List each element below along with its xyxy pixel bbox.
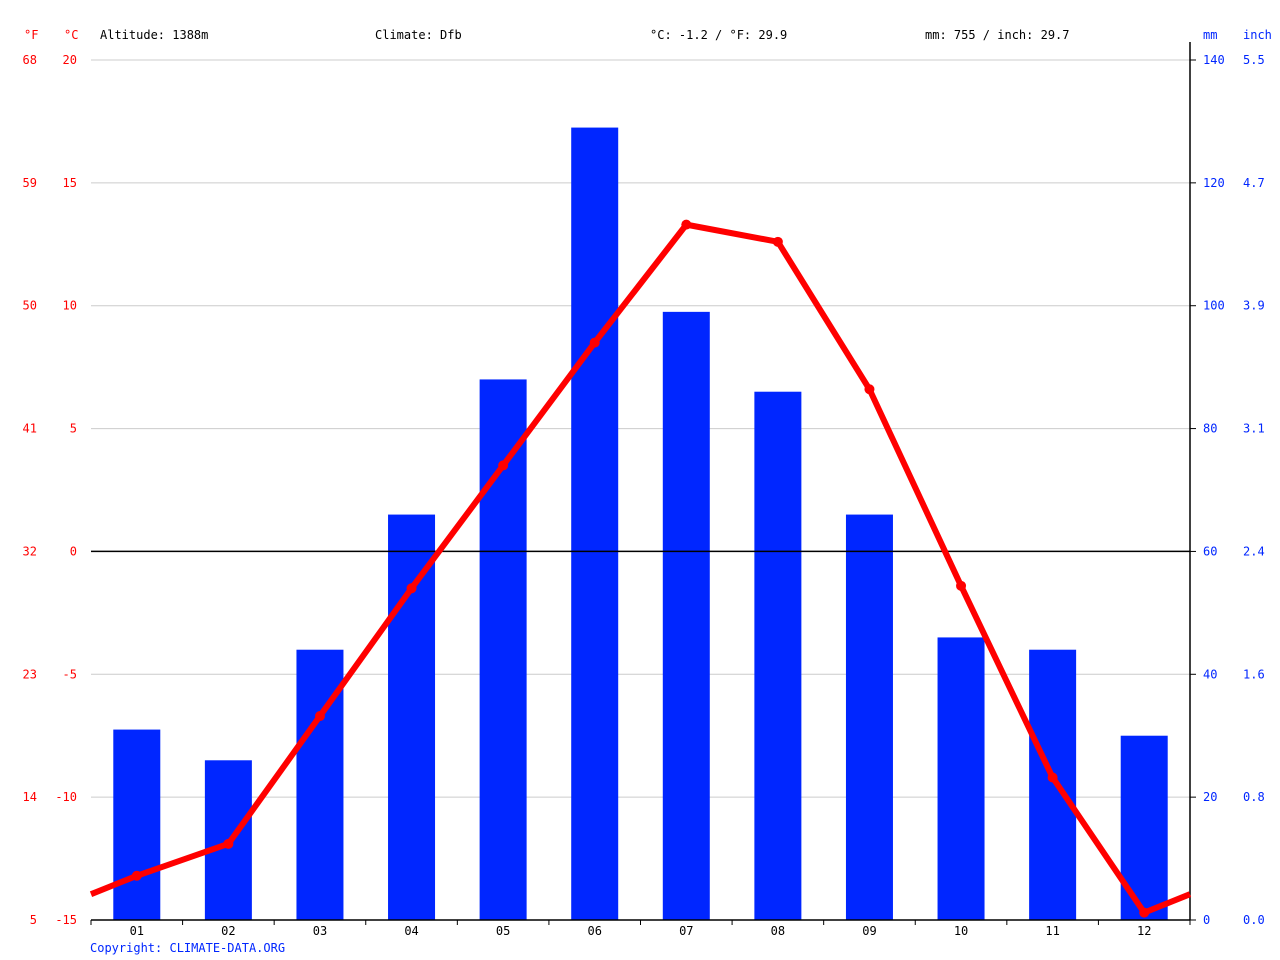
precipitation-bar [754,391,802,920]
temperature-point [772,236,783,247]
fahrenheit-tick-label: 50 [23,299,37,313]
precipitation-bar [937,637,985,920]
celsius-tick-label: -5 [63,667,77,681]
fahrenheit-tick-label: 14 [23,790,37,804]
month-label: 03 [313,924,327,938]
fahrenheit-tick-label: 59 [23,176,37,190]
temperature-point [1139,907,1150,918]
precipitation-bar [571,127,619,921]
mm-unit-label: mm [1203,28,1218,42]
x-axis: 01 02 03 04 05 06 07 08 09 10 11 12 [90,919,1191,938]
temperature-point [864,384,875,395]
temperature-point [406,583,417,594]
month-label: 05 [496,924,510,938]
month-label: 09 [862,924,876,938]
mm-tick-label: 20 [1203,790,1217,804]
right-axis: 140 5.5 120 4.7 100 3.9 80 3.1 60 2.4 40 1.6 20 0.8 0 0… [1189,42,1265,927]
month-label: 01 [130,924,144,938]
month-label: 10 [954,924,968,938]
temperature-point [589,337,600,348]
celsius-tick-label: -10 [55,790,77,804]
inch-tick-label: 0.0 [1243,913,1265,927]
climate-label: Climate: Dfb [375,28,462,42]
temperature-point [131,870,142,881]
inch-tick-label: 2.4 [1243,544,1265,558]
precipitation-bar [662,311,710,920]
copyright-link[interactable]: Copyright: CLIMATE-DATA.ORG [90,941,286,955]
temperature-point [681,219,692,230]
precipitation-bar [845,514,893,920]
celsius-tick-label: 5 [70,422,77,436]
inch-tick-label: 3.1 [1243,422,1265,436]
temperature-point [223,838,234,849]
celsius-tick-label: 10 [63,299,77,313]
fahrenheit-tick-label: 68 [23,53,37,67]
fahrenheit-tick-label: 41 [23,422,37,436]
mm-tick-label: 60 [1203,544,1217,558]
month-label: 07 [679,924,693,938]
mm-tick-label: 40 [1203,667,1217,681]
celsius-tick-label: 0 [70,544,77,558]
inch-unit-label: inch [1243,28,1272,42]
inch-tick-label: 3.9 [1243,299,1265,313]
temperature-line [89,219,1192,918]
gridlines [91,59,1190,798]
altitude-label: Altitude: 1388m [100,28,209,42]
inch-tick-label: 1.6 [1243,667,1265,681]
precipitation-bar [388,514,436,920]
precipitation-bar [113,729,161,920]
month-label: 08 [771,924,785,938]
mm-tick-label: 0 [1203,913,1210,927]
mm-tick-label: 120 [1203,176,1225,190]
temperature-summary: °C: -1.2 / °F: 29.9 [650,28,788,42]
fahrenheit-tick-label: 23 [23,667,37,681]
mm-tick-label: 140 [1203,53,1225,67]
mm-tick-label: 80 [1203,422,1217,436]
inch-tick-label: 0.8 [1243,790,1265,804]
fahrenheit-tick-label: 32 [23,544,37,558]
temperature-point [956,580,967,591]
celsius-unit-label: °C [64,28,79,42]
month-label: 12 [1137,924,1151,938]
mm-tick-label: 100 [1203,299,1225,313]
left-axis-labels: 68 20 59 15 50 10 41 5 32 0 23 -5 14 -10 5 -15 [23,53,77,927]
precipitation-bars [113,127,1168,921]
temperature-point [498,460,509,471]
month-label: 11 [1045,924,1059,938]
fahrenheit-tick-label: 5 [30,913,37,927]
inch-tick-label: 5.5 [1243,53,1265,67]
inch-tick-label: 4.7 [1243,176,1265,190]
month-label: 02 [221,924,235,938]
celsius-tick-label: 15 [63,176,77,190]
precipitation-bar [1029,649,1077,920]
precipitation-summary: mm: 755 / inch: 29.7 [925,28,1070,42]
temperature-polyline [89,221,1192,916]
celsius-tick-label: -15 [55,913,77,927]
temperature-point [1047,772,1058,783]
temperature-point [314,711,325,722]
month-label: 04 [404,924,418,938]
celsius-tick-label: 20 [63,53,77,67]
month-label: 06 [587,924,601,938]
fahrenheit-unit-label: °F [24,28,39,42]
